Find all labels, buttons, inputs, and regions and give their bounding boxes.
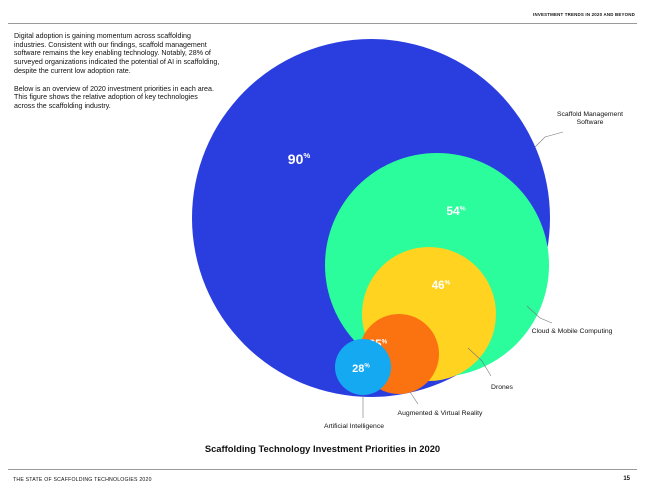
leader-line-drones	[467, 347, 492, 377]
bubble-chart: 90% Scaffold Management Software 54% Cloud &…	[192, 39, 623, 430]
intro-paragraph-2: Below is an overview of 2020 investment …	[14, 84, 214, 110]
value-label-artificial-intelligence: 28%	[352, 363, 370, 375]
leader-line-augmented-and-virtual-reality	[409, 391, 419, 405]
chart-title: Scaffolding Technology Investment Priori…	[204, 443, 441, 454]
category-label-cloud-and-mobile-computing: Cloud & Mobile Computing	[532, 328, 613, 335]
value-label-scaffold-management-software: 90%	[288, 151, 311, 167]
leader-line-cloud-and-mobile-computing	[526, 305, 553, 324]
category-label-augmented-and-virtual-reality: Augmented & Virtual Reality	[398, 410, 483, 417]
footer-publication: THE STATE OF SCAFFOLDING TECHNOLOGIES 20…	[13, 477, 152, 483]
category-label-artificial-intelligence: Artificial Intelligence	[324, 423, 384, 430]
value-label-cloud-and-mobile-computing: 54%	[446, 204, 465, 218]
footer-rule	[8, 469, 637, 470]
page-number: 15	[623, 476, 630, 482]
header-rule	[8, 23, 637, 24]
category-label-drones: Drones	[491, 384, 514, 391]
running-head: INVESTMENT TRENDS IN 2020 AND BEYOND	[533, 12, 635, 17]
category-label-scaffold-management-software: Scaffold Management Software	[557, 111, 623, 126]
bubble-artificial-intelligence	[335, 339, 391, 395]
leader-line-scaffold-management-software	[534, 131, 564, 148]
intro-text: Digital adoption is gaining momentum acr…	[14, 32, 220, 120]
intro-paragraph-1: Digital adoption is gaining momentum acr…	[14, 32, 220, 75]
value-label-drones: 46%	[432, 279, 451, 292]
